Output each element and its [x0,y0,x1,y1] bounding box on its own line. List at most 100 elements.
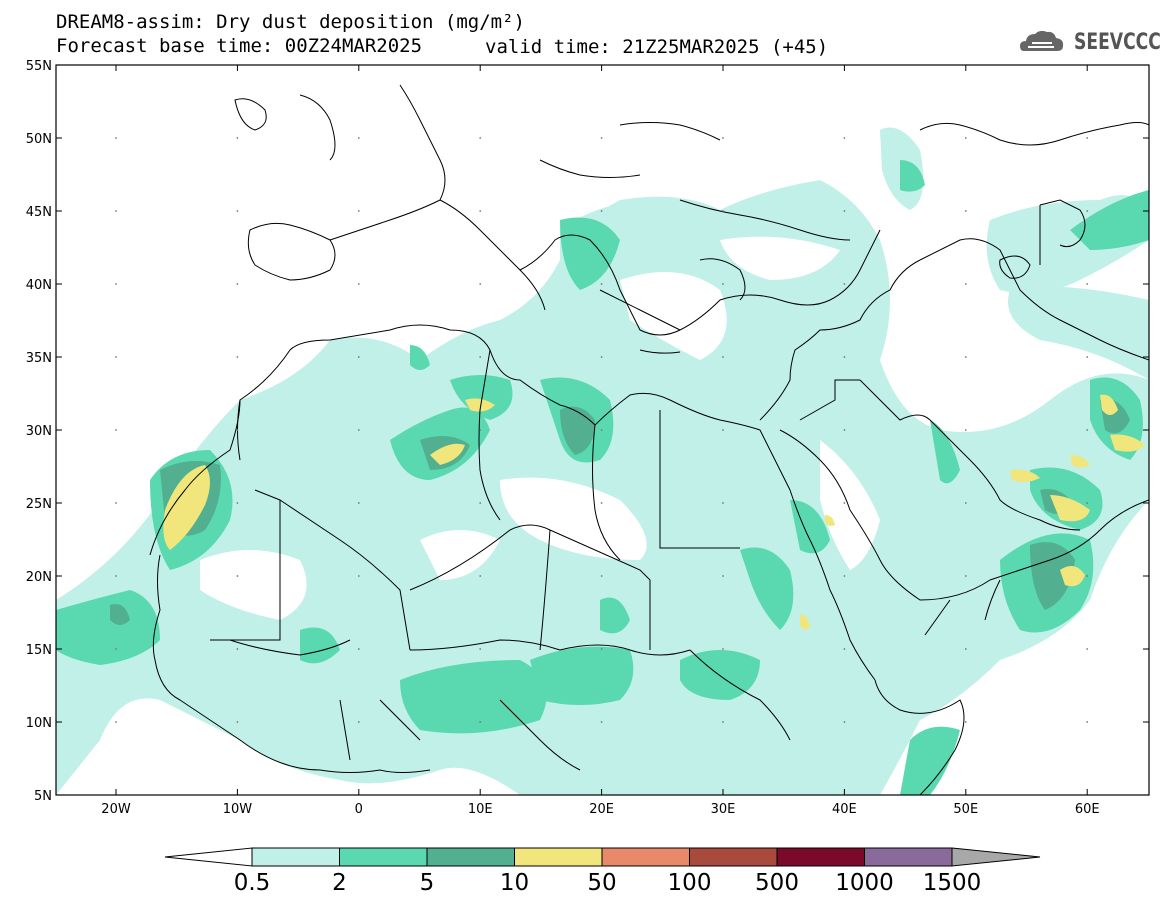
colorbar [164,847,1041,867]
colorbar-swatch [339,847,428,867]
deposition-field [56,65,1149,795]
colorbar-swatch [689,847,778,867]
colorbar-swatch [251,847,340,867]
grid-dot [843,283,846,285]
grid-dot [843,210,846,212]
grid-dot [115,283,117,285]
grid-dot [843,502,846,504]
grid-dot [236,429,239,431]
lat-label: 30N [26,424,52,439]
grid-dot [236,648,239,650]
grid-dot [600,283,603,285]
grid-dot [600,648,603,650]
grid-dot [357,721,360,723]
lat-label: 25N [26,497,52,512]
grid-dot [843,137,846,139]
colorbar-swatch [864,847,953,867]
grid-dot [115,429,117,431]
grid-dot [722,283,724,285]
grid-dot [964,648,967,650]
grid-dot [722,648,724,650]
grid-dot [357,210,360,212]
colorbar-label: 0.5 [233,870,271,896]
grid-dot [964,283,967,285]
deposition-level-10 [163,394,1145,630]
colorbar-swatch [426,847,515,867]
grid-dot [600,575,603,577]
grid-dot [357,648,360,650]
lon-label: 10E [468,802,493,817]
grid-dot [479,721,482,723]
grid-dot [1086,283,1089,285]
grid-dot [479,429,482,431]
grid-dot [115,721,117,723]
grid-dot [843,429,846,431]
grid-dot [357,356,360,358]
lon-label: 60E [1075,802,1100,817]
colorbar-label: 1000 [835,870,894,896]
cloud-logo-icon [1020,30,1064,51]
grid-dot [600,502,603,504]
grid-dot [843,721,846,723]
grid-dot [236,210,239,212]
grid-dot [479,210,482,212]
grid-dot [964,137,967,139]
grid-dot [600,429,603,431]
grid-dot [600,137,603,139]
grid-dot [115,356,117,358]
grid-dot [964,575,967,577]
grid-dot [1086,429,1089,431]
grid-dot [357,283,360,285]
lon-label: 20E [589,802,614,817]
grid-dot [600,210,603,212]
grid-dot [722,575,724,577]
colorbar-label: 2 [332,870,347,896]
grid-dot [479,283,482,285]
lat-label: 10N [26,716,52,731]
grid-dot [600,356,603,358]
grid-dot [115,502,117,504]
grid-dot [115,210,117,212]
valid-time: valid time: 21Z25MAR2025 (+45) [485,36,829,58]
lon-label: 50E [953,802,978,817]
grid-dot [843,356,846,358]
lat-label: 35N [26,351,52,366]
lon-label: 10W [223,802,253,817]
grid-dot [479,137,482,139]
grid-dot [357,429,360,431]
grid-dot [115,137,117,139]
grid-dot [722,429,724,431]
lat-label: 15N [26,643,52,658]
grid-dot [1086,721,1089,723]
latitude-labels: 55N 50N 45N 40N 35N 30N 25N 20N 15N 10N 5N [26,59,1149,804]
colorbar-swatch [776,847,865,867]
grid-dot [236,356,239,358]
graticule-dots [115,137,1089,723]
lat-label: 55N [26,59,52,74]
colorbar-label: 100 [667,870,712,896]
grid-dot [843,575,846,577]
grid-dot [964,721,967,723]
lat-label: 40N [26,278,52,293]
lat-label: 45N [26,205,52,220]
grid-dot [479,648,482,650]
grid-dot [115,648,117,650]
grid-dot [479,356,482,358]
colorbar-swatch [601,847,690,867]
grid-dot [236,502,239,504]
colorbar-label: 50 [587,870,617,896]
grid-dot [964,502,967,504]
coastlines-and-borders [149,84,1149,795]
forecast-base-time: Forecast base time: 00Z24MAR2025 [56,35,423,57]
lat-label: 5N [34,789,52,804]
lat-label: 20N [26,570,52,585]
grid-dot [722,356,724,358]
grid-dot [479,502,482,504]
lon-label: 0 [355,802,363,817]
lat-label: 50N [26,132,52,147]
map-title: DREAM8-assim: Dry dust deposition (mg/m²… [56,11,525,33]
longitude-labels: 20W 10W 0 10E 20E 30E 40E 50E 60E [101,65,1100,817]
grid-dot [357,137,360,139]
colorbar-label: 10 [499,870,530,896]
grid-dot [843,648,846,650]
